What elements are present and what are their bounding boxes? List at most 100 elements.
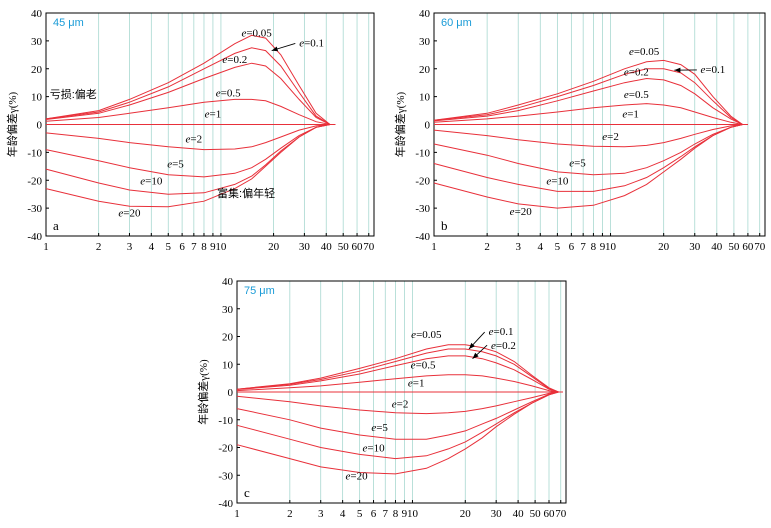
series-label-e-5: e=5 <box>167 159 184 171</box>
y-tick-label--20: -20 <box>218 443 233 455</box>
series-label-e-10: e=10 <box>546 175 569 187</box>
chart-panel-b: 1 2 3 4 5 6 7 8 9 10 20 30 40 50 60 70-40-30-20-1001020… <box>393 8 766 253</box>
y-tick-label--20: -20 <box>415 175 430 187</box>
x-tick-label-3: 3 <box>318 508 324 520</box>
series-label-e-0.2: e=0.2 <box>624 67 649 79</box>
annotation-1: 亏损:偏老 <box>50 87 97 101</box>
y-tick-label--10: -10 <box>218 415 233 427</box>
series-label-e-10: e=10 <box>140 175 163 187</box>
x-tick-label-6: 6 <box>179 241 185 253</box>
series-label-e-0.1: e=0.1 <box>489 326 514 338</box>
x-tick-label-60: 60 <box>742 241 754 253</box>
x-tick-label-2: 2 <box>484 241 490 253</box>
x-tick-label-20: 20 <box>268 241 280 253</box>
y-axis-title: 年龄偏差γ(%) <box>5 91 19 157</box>
y-tick-label-10: 10 <box>31 92 43 104</box>
y-tick-label-40: 40 <box>31 8 43 20</box>
series-label-e-2: e=2 <box>392 398 409 410</box>
series-label-e-1: e=1 <box>205 109 222 121</box>
x-tick-label-7: 7 <box>191 241 197 253</box>
panel-letter: c <box>244 485 250 500</box>
x-tick-label-40: 40 <box>513 508 525 520</box>
x-tick-label-7: 7 <box>383 508 389 520</box>
y-tick-label-20: 20 <box>222 332 234 344</box>
x-tick-label-50: 50 <box>728 241 740 253</box>
x-tick-label-20: 20 <box>460 508 472 520</box>
y-tick-label--10: -10 <box>27 147 42 159</box>
x-tick-label-1: 1 <box>43 241 49 253</box>
x-tick-label-4: 4 <box>340 508 346 520</box>
series-line-e-2 <box>433 124 748 148</box>
series-line-e-20 <box>236 391 563 475</box>
panel-letter: a <box>53 218 59 233</box>
x-tick-label-9: 9 <box>402 508 408 520</box>
x-tick-label-30: 30 <box>299 241 311 253</box>
series-line-e-20 <box>433 124 748 209</box>
series-label-e-5: e=5 <box>569 157 586 169</box>
series-label-e-5: e=5 <box>371 422 388 434</box>
y-tick-label-0: 0 <box>425 120 431 132</box>
x-tick-label-10: 10 <box>407 508 419 520</box>
x-tick-label-10: 10 <box>605 241 617 253</box>
x-tick-label-8: 8 <box>591 241 597 253</box>
x-tick-label-5: 5 <box>357 508 363 520</box>
panel-letter: b <box>441 218 448 233</box>
y-tick-label-20: 20 <box>419 64 431 76</box>
x-tick-label-70: 70 <box>363 241 375 253</box>
size-label: 75 μm <box>244 285 275 297</box>
y-tick-label-30: 30 <box>419 36 431 48</box>
y-axis-title: 年龄偏差γ(%) <box>196 359 210 425</box>
y-tick-label--40: -40 <box>415 231 430 243</box>
x-tick-label-6: 6 <box>371 508 377 520</box>
y-tick-label-40: 40 <box>419 8 431 20</box>
x-tick-label-20: 20 <box>658 241 670 253</box>
y-tick-label-30: 30 <box>222 304 234 316</box>
series-label-e-1: e=1 <box>408 377 425 389</box>
series-line-e-5 <box>433 124 748 176</box>
x-tick-label-30: 30 <box>491 508 503 520</box>
x-tick-label-8: 8 <box>393 508 399 520</box>
x-tick-label-60: 60 <box>352 241 364 253</box>
y-tick-label--30: -30 <box>415 203 430 215</box>
x-tick-label-60: 60 <box>543 508 555 520</box>
x-tick-label-8: 8 <box>201 241 207 253</box>
series-line-e-0.1 <box>45 47 336 125</box>
series-label-e-0.1: e=0.1 <box>700 64 725 76</box>
x-tick-label-40: 40 <box>711 241 723 253</box>
series-label-e-0.5: e=0.5 <box>216 88 241 100</box>
series-label-e-20: e=20 <box>118 207 141 219</box>
series-line-e-0.05 <box>45 34 336 125</box>
x-tick-label-3: 3 <box>127 241 133 253</box>
series-line-e-0.5 <box>433 103 748 125</box>
x-tick-label-30: 30 <box>689 241 701 253</box>
x-tick-label-70: 70 <box>555 508 567 520</box>
size-label: 45 μm <box>53 17 84 29</box>
y-tick-label-10: 10 <box>419 92 431 104</box>
series-label-e-0.05: e=0.05 <box>241 28 272 40</box>
y-tick-label-10: 10 <box>222 359 234 371</box>
x-tick-label-6: 6 <box>569 241 575 253</box>
arrow-head <box>271 46 279 52</box>
series-label-e-0.05: e=0.05 <box>411 329 442 341</box>
y-tick-label-0: 0 <box>37 120 43 132</box>
series-line-e-0.1 <box>236 348 563 393</box>
x-tick-label-9: 9 <box>600 241 606 253</box>
x-tick-label-1: 1 <box>431 241 437 253</box>
y-tick-label--30: -30 <box>218 470 233 482</box>
series-line-e-0.2 <box>236 355 563 393</box>
series-line-e-20 <box>45 124 336 208</box>
series-line-e-0.05 <box>433 59 748 125</box>
series-label-e-10: e=10 <box>362 443 385 455</box>
x-tick-label-9: 9 <box>210 241 216 253</box>
y-tick-label--30: -30 <box>27 203 42 215</box>
y-tick-label--20: -20 <box>27 175 42 187</box>
y-tick-label--10: -10 <box>415 147 430 159</box>
series-label-e-0.2: e=0.2 <box>491 340 516 352</box>
x-tick-label-50: 50 <box>530 508 542 520</box>
arrow-head <box>469 342 475 349</box>
annotation-2: 富集:偏年轻 <box>217 186 275 200</box>
y-tick-label-30: 30 <box>31 36 43 48</box>
x-tick-label-10: 10 <box>215 241 227 253</box>
series-label-e-20: e=20 <box>510 206 533 218</box>
